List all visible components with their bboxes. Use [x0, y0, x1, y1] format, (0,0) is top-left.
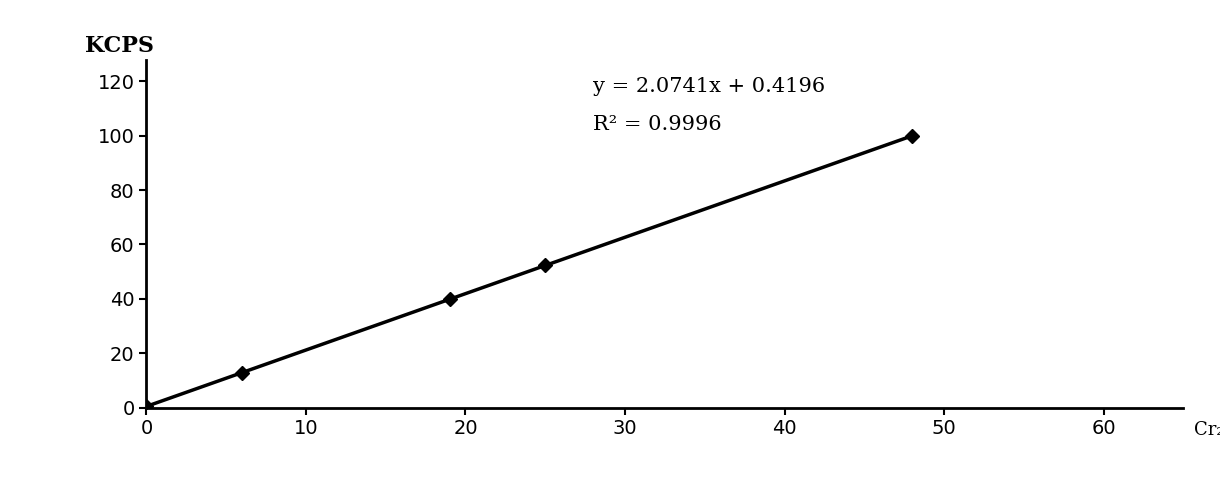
Text: y = 2.0741x + 0.4196: y = 2.0741x + 0.4196 [593, 78, 825, 96]
Text: KCPS: KCPS [85, 35, 155, 57]
Text: R² = 0.9996: R² = 0.9996 [593, 115, 722, 134]
Text: Cr₂O₃%: Cr₂O₃% [1193, 421, 1220, 439]
